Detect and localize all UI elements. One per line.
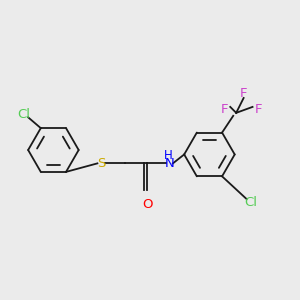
Text: S: S [97, 157, 105, 170]
Text: F: F [240, 87, 247, 100]
Text: H: H [164, 149, 172, 162]
Text: N: N [164, 157, 174, 170]
Text: F: F [255, 103, 262, 116]
Text: F: F [220, 103, 228, 116]
Text: O: O [142, 198, 152, 211]
Text: Cl: Cl [17, 108, 30, 121]
Text: Cl: Cl [244, 196, 258, 208]
